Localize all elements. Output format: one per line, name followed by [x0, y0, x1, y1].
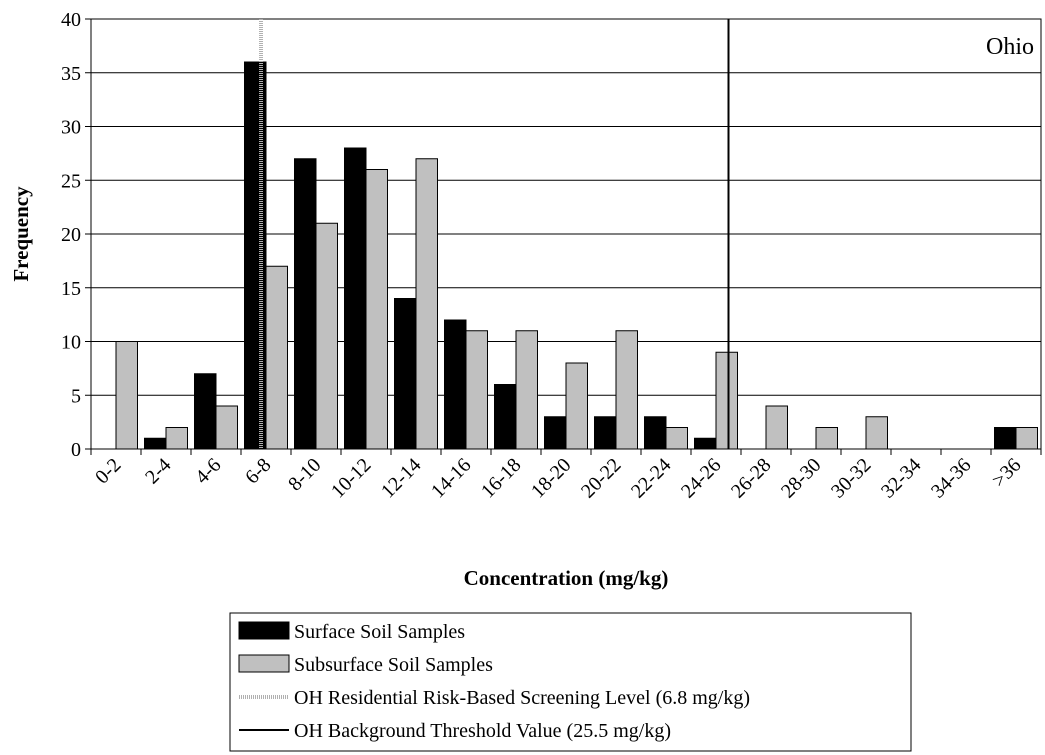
x-tick-label: 0-2	[91, 454, 125, 488]
x-tick-label: 14-16	[427, 454, 476, 503]
surface-bar	[294, 158, 317, 450]
legend-swatch-subsurface	[238, 654, 290, 673]
bars	[115, 61, 1038, 450]
y-axis-title: Frequency	[9, 186, 33, 282]
subsurface-bar	[615, 330, 638, 450]
x-tick-label: 34-36	[927, 454, 976, 503]
x-tick-label: >36	[988, 454, 1026, 492]
y-tick-label: 0	[71, 439, 81, 461]
y-tick-label: 15	[61, 278, 81, 300]
surface-bar	[544, 416, 567, 450]
subsurface-bar	[465, 330, 488, 450]
surface-bar	[694, 437, 717, 450]
x-tick-label: 22-24	[627, 454, 676, 503]
y-tick-label: 10	[61, 332, 81, 354]
subsurface-bar	[815, 427, 838, 450]
legend-label-surface: Surface Soil Samples	[294, 621, 465, 643]
surface-bar	[494, 384, 517, 450]
x-tick-label: 12-14	[377, 454, 426, 503]
y-tick-label: 35	[61, 63, 81, 85]
y-tick-label: 30	[61, 117, 81, 139]
subsurface-bar	[265, 265, 288, 450]
x-tick-label: 2-4	[141, 454, 175, 488]
surface-bar	[394, 298, 417, 450]
x-tick-label: 18-20	[527, 454, 576, 503]
subsurface-bar	[865, 416, 888, 450]
y-axis-ticks: 0 5 10 15 20 25 30 35 40	[61, 9, 91, 461]
legend-label-screening-level: OH Residential Risk-Based Screening Leve…	[294, 687, 750, 709]
surface-bar	[344, 147, 367, 450]
x-tick-label: 32-34	[877, 454, 926, 503]
subsurface-bar	[315, 222, 338, 450]
legend-label-background-threshold: OH Background Threshold Value (25.5 mg/k…	[294, 720, 671, 742]
y-tick-label: 5	[71, 385, 81, 407]
subsurface-bar	[215, 405, 238, 450]
surface-bar	[244, 61, 267, 450]
subsurface-bar	[365, 169, 388, 450]
x-tick-label: 6-8	[241, 454, 275, 488]
y-tick-label: 20	[61, 224, 81, 246]
x-tick-label: 28-30	[777, 454, 826, 503]
legend: Surface Soil Samples Subsurface Soil Sam…	[229, 612, 912, 752]
x-tick-label: 10-12	[327, 454, 376, 503]
subsurface-bar	[665, 427, 688, 450]
x-tick-label: 16-18	[477, 454, 526, 503]
legend-swatch-surface	[238, 621, 290, 640]
surface-bar	[994, 427, 1017, 450]
x-tick-label: 20-22	[577, 454, 626, 503]
surface-bar	[194, 373, 217, 450]
x-axis-title: Concentration (mg/kg)	[464, 566, 669, 590]
subsurface-bar	[515, 330, 538, 450]
subsurface-bar	[565, 362, 588, 450]
subsurface-bar	[715, 351, 738, 450]
region-annotation: Ohio	[986, 34, 1034, 60]
surface-bar	[644, 416, 667, 450]
subsurface-bar	[415, 158, 438, 450]
x-tick-label: 8-10	[284, 454, 325, 495]
x-axis-ticks: 0-2 2-4 4-6 6-8 8-10 10-12 12-14 14-16 16-18 18-2…	[90, 449, 1042, 503]
legend-label-subsurface: Subsurface Soil Samples	[294, 654, 493, 676]
reference-lines	[259, 19, 730, 449]
subsurface-bar	[165, 427, 188, 450]
subsurface-bar	[1015, 427, 1038, 450]
x-tick-label: 30-32	[827, 454, 876, 503]
surface-bar	[444, 319, 467, 450]
y-tick-label: 40	[61, 9, 81, 31]
x-tick-label: 26-28	[727, 454, 776, 503]
x-tick-label: 4-6	[191, 454, 225, 488]
y-tick-label: 25	[61, 170, 81, 192]
surface-bar	[594, 416, 617, 450]
legend-box	[229, 612, 912, 752]
subsurface-bar	[115, 341, 138, 450]
x-tick-label: 24-26	[677, 454, 726, 503]
subsurface-bar	[765, 405, 788, 450]
surface-bar	[144, 437, 167, 450]
